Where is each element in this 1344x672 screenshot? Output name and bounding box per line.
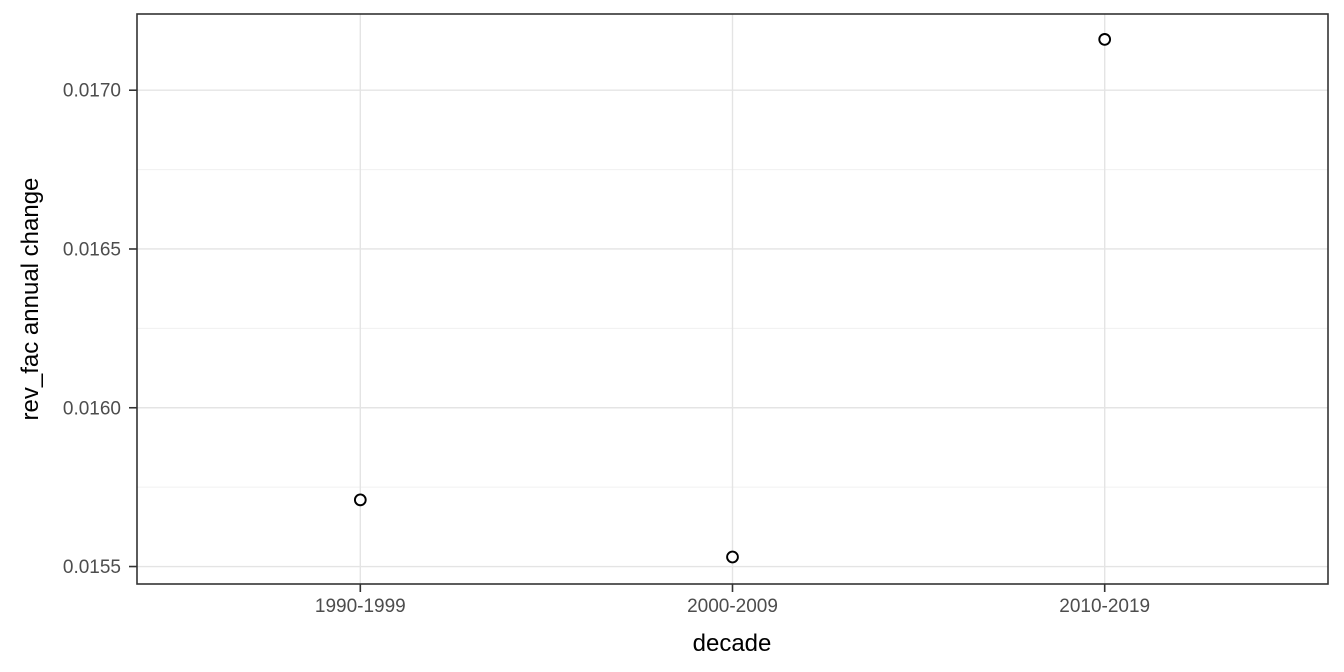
y-tick-label: 0.0170 — [63, 81, 121, 102]
x-axis-title: decade — [692, 630, 772, 657]
y-axis-title: rev_fac annual change — [17, 177, 44, 421]
x-tick-label: 2010-2019 — [1059, 596, 1150, 617]
y-tick-label: 0.0160 — [63, 398, 121, 419]
x-tick-label: 2000-2009 — [687, 596, 778, 617]
data-point — [1098, 33, 1112, 46]
data-point — [726, 550, 739, 564]
data-point — [353, 493, 367, 507]
y-tick-label: 0.0165 — [63, 239, 121, 260]
panel-border — [136, 13, 1329, 585]
x-tick-label: 1990-1999 — [315, 596, 406, 617]
y-tick-label: 0.0155 — [63, 557, 121, 578]
